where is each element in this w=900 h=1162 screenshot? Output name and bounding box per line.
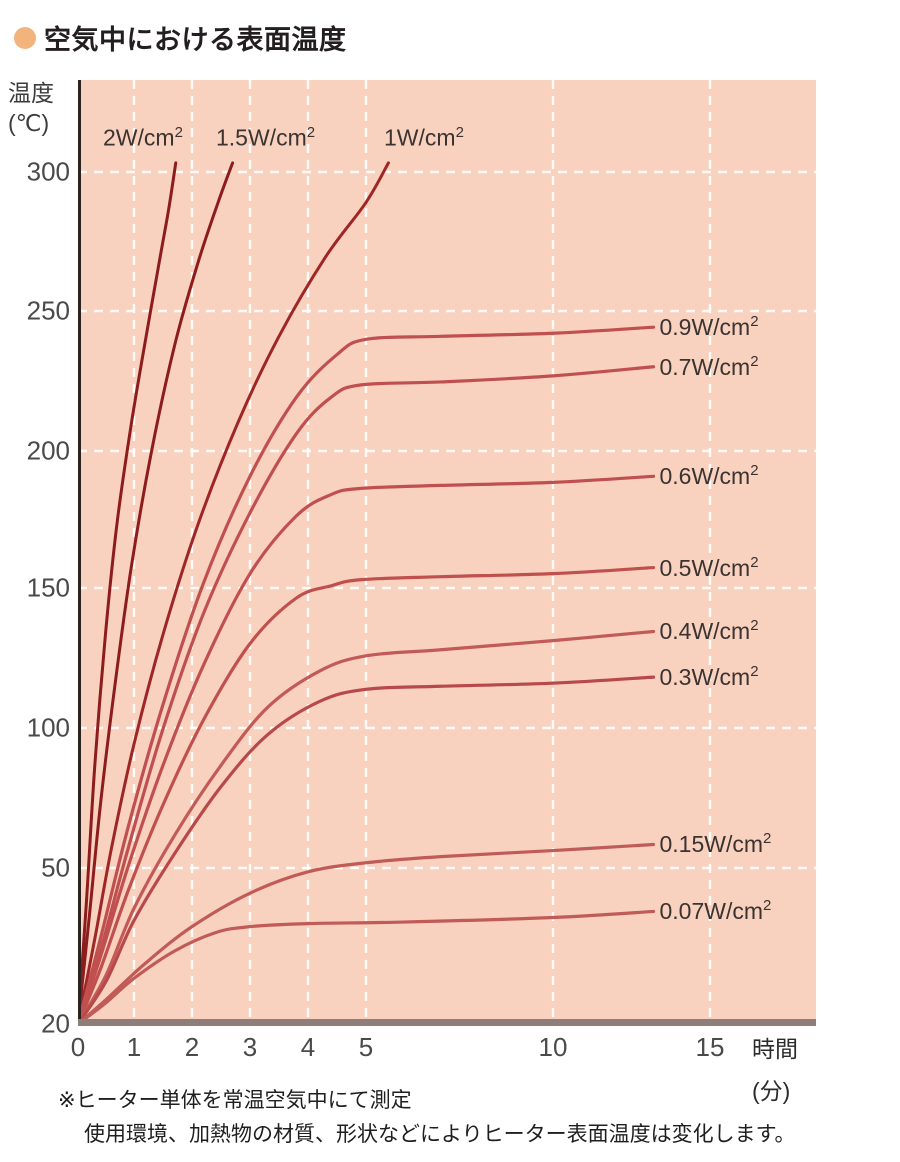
curve-0.4 — [78, 629, 656, 1026]
x-axis-line — [78, 1019, 816, 1026]
x-tick-4: 4 — [300, 1032, 316, 1062]
footnote-disclaimer: 使用環境、加熱物の材質、形状などによりヒーター表面温度は変化します。 — [84, 1123, 796, 1146]
x-tick-10: 10 — [538, 1032, 568, 1062]
x-axis-unit: (分) — [752, 1078, 791, 1104]
series-label-0.5: 0.5W/cm2 — [659, 553, 759, 581]
y-tick-100: 100 — [26, 712, 70, 743]
curve-0.6 — [78, 474, 656, 1026]
curve-0.5 — [78, 565, 656, 1026]
page-title: 空気中における表面温度 — [14, 18, 347, 57]
curve-0.15 — [78, 842, 656, 1026]
y-tick-20: 20 — [41, 1008, 70, 1039]
y-axis-title: 温度 — [8, 80, 54, 106]
top-series-label-0: 2W/cm2 — [103, 124, 183, 151]
top-series-label-2: 1W/cm2 — [384, 124, 464, 151]
x-tick-5: 5 — [358, 1032, 374, 1062]
x-tick-1: 1 — [126, 1032, 142, 1062]
curve-0.3 — [78, 675, 656, 1026]
y-tick-150: 150 — [26, 572, 70, 603]
series-label-0.4: 0.4W/cm2 — [659, 617, 759, 645]
x-tick-2: 2 — [184, 1032, 200, 1062]
x-tick-0: 0 — [70, 1032, 86, 1062]
series-label-0.6: 0.6W/cm2 — [659, 462, 759, 490]
y-tick-300: 300 — [26, 156, 70, 187]
curve-2 — [78, 161, 178, 1026]
y-tick-200: 200 — [26, 435, 70, 466]
series-label-0.7: 0.7W/cm2 — [659, 352, 759, 380]
series-label-0.15: 0.15W/cm2 — [659, 830, 772, 858]
y-axis-unit: (℃) — [8, 110, 50, 136]
curve-1 — [78, 161, 390, 1026]
x-tick-3: 3 — [242, 1032, 258, 1062]
curve-1.5 — [78, 161, 235, 1026]
page-title-text: 空気中における表面温度 — [44, 25, 347, 55]
y-axis-line — [78, 80, 81, 1026]
chart-curves — [78, 80, 816, 1026]
top-series-label-1: 1.5W/cm2 — [216, 124, 316, 151]
footnote-measurement: ※ヒーター単体を常温空気中にて測定 — [58, 1089, 412, 1112]
x-axis-title: 時間 — [752, 1036, 798, 1062]
curve-0.07 — [78, 909, 656, 1026]
curve-0.7 — [78, 365, 656, 1026]
series-label-0.3: 0.3W/cm2 — [659, 663, 759, 690]
series-label-0.9: 0.9W/cm2 — [659, 313, 759, 340]
y-tick-50: 50 — [41, 852, 70, 883]
chart-plot-area: 0.9W/cm2 0.7W/cm2 0.6W/cm2 0.5W/cm2 0.4W/cm2… — [78, 80, 816, 1026]
x-tick-15: 15 — [695, 1032, 725, 1062]
series-label-0.07: 0.07W/cm2 — [659, 897, 772, 925]
y-tick-250: 250 — [26, 295, 70, 326]
curve-0.9 — [78, 325, 656, 1026]
bullet-icon — [14, 26, 36, 49]
